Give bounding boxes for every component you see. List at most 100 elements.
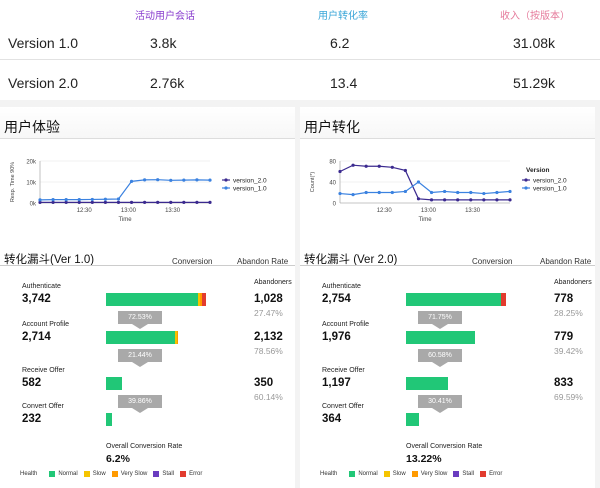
header-active-sessions: 活动用户会话: [135, 11, 195, 22]
stage-value: 364: [322, 413, 342, 425]
legend-swatch: [453, 471, 460, 477]
stage-value: 2,754: [322, 293, 351, 305]
stage-label: Account Profile: [22, 321, 70, 328]
series-line-version_2.0: [339, 164, 510, 201]
legend-marker: [224, 186, 228, 190]
conversion-arrow: [132, 362, 148, 367]
legend-label: Stall: [162, 471, 175, 477]
funnel-bar: [106, 293, 206, 306]
stage-label: Receive Offer: [322, 367, 365, 374]
stage-value: 1,197: [322, 377, 351, 389]
conversion-arrow: [132, 408, 148, 413]
legend-marker: [224, 178, 228, 182]
x-axis-label: Time: [418, 217, 432, 223]
conversion-value: 6.2: [330, 35, 350, 51]
data-point: [64, 198, 68, 202]
conversion-column-header: Conversion: [172, 257, 213, 266]
panel-title: 用户转化: [304, 119, 360, 135]
data-point: [169, 178, 173, 182]
stage-label: Authenticate: [22, 283, 61, 290]
x-axis-label: Time: [118, 217, 132, 223]
funnel-header-divider: [300, 265, 595, 266]
sessions-value: 2.76k: [150, 75, 185, 91]
abandon-rate-value: 28.25%: [554, 308, 583, 318]
normal-segment: [406, 413, 419, 426]
legend-swatch: [49, 471, 56, 477]
data-point: [456, 198, 460, 202]
conversion-rate-box: 71.75%: [418, 311, 462, 324]
legend-marker: [524, 178, 528, 182]
legend-swatch: [153, 471, 160, 477]
overall-conversion-value: 6.2%: [106, 453, 130, 465]
data-point: [116, 197, 121, 201]
data-point: [195, 178, 199, 182]
overall-conversion-label: Overall Conversion Rate: [106, 443, 183, 450]
data-point: [195, 200, 199, 204]
x-tick-label: 12:30: [377, 208, 393, 214]
data-point: [390, 190, 394, 195]
data-point: [351, 193, 355, 197]
legend-swatch: [383, 471, 390, 477]
data-point: [129, 200, 134, 204]
conversion-rate-box: 21.44%: [118, 349, 162, 362]
legend-label: Slow: [392, 471, 406, 477]
data-point: [116, 200, 121, 204]
conversion-arrow: [132, 324, 148, 329]
legend-label: Normal: [58, 471, 78, 477]
abandoners-value: 833: [554, 377, 574, 389]
data-point: [508, 198, 512, 202]
version-name: Version 2.0: [8, 75, 79, 91]
legend-title: Version: [526, 167, 550, 174]
data-point: [351, 163, 355, 167]
y-tick-label: 0k: [30, 202, 37, 208]
legend-label: Slow: [92, 471, 106, 477]
stage-value: 582: [22, 377, 42, 389]
panel-title-bar: [0, 107, 295, 139]
legend-label: version_2.0: [533, 178, 567, 185]
normal-segment: [406, 331, 475, 344]
data-point: [90, 200, 94, 204]
x-tick-label: 13:00: [421, 208, 437, 214]
legend-label: Error: [489, 471, 503, 477]
normal-segment: [106, 293, 198, 306]
conversion-rate-box: 60.58%: [418, 349, 462, 362]
conversion-count-chart: 0 40 80 12:30 13:00 13:30 Time Count(*) Version v…: [310, 160, 567, 224]
conversion-arrow: [432, 324, 448, 329]
very-slow-segment: [200, 293, 202, 306]
health-legend: Health Normal Slow Very Slow Stall Error: [320, 471, 502, 477]
overall-conversion-value: 13.22%: [406, 453, 442, 465]
error-segment: [501, 293, 506, 306]
legend-label: Normal: [358, 471, 378, 477]
sessions-value: 3.8k: [150, 35, 177, 51]
slow-segment: [198, 293, 200, 306]
series-line-version_1.0: [39, 179, 211, 201]
health-legend: Health Normal Slow Very Slow Stall Error: [20, 471, 202, 477]
data-point: [103, 200, 107, 204]
data-point: [169, 200, 173, 204]
abandon-rate-value: 60.14%: [254, 392, 283, 402]
legend-label: version_2.0: [233, 178, 267, 185]
data-point: [482, 198, 486, 202]
data-point: [390, 165, 394, 169]
data-point: [182, 178, 186, 182]
version-summary-table: 活动用户会话 用户转化率 收入（按版本） Version 1.0 3.8k 6.…: [0, 0, 600, 100]
data-point: [143, 178, 147, 182]
revenue-value: 51.29k: [513, 75, 556, 91]
overall-conversion-label: Overall Conversion Rate: [406, 443, 483, 450]
data-point: [143, 200, 147, 204]
abandoners-value: 350: [254, 377, 274, 389]
data-point: [416, 180, 421, 184]
abandoners-value: 1,028: [254, 293, 283, 305]
data-point: [51, 198, 55, 202]
data-point: [443, 198, 447, 202]
data-point: [495, 190, 499, 195]
normal-segment: [106, 331, 175, 344]
header-conversion-rate: 用户转化率: [318, 11, 368, 22]
data-point: [364, 164, 368, 168]
abandon-rate-value: 39.42%: [554, 346, 583, 356]
legend-label: version_1.0: [233, 186, 267, 193]
user-experience-panel: 用户体验 0k 10k 20k 12:30 13:00 13:30 Time Resp. Ti…: [0, 107, 295, 488]
data-point: [364, 190, 368, 195]
x-tick-label: 12:30: [77, 208, 93, 214]
y-tick-label: 40: [329, 181, 336, 187]
